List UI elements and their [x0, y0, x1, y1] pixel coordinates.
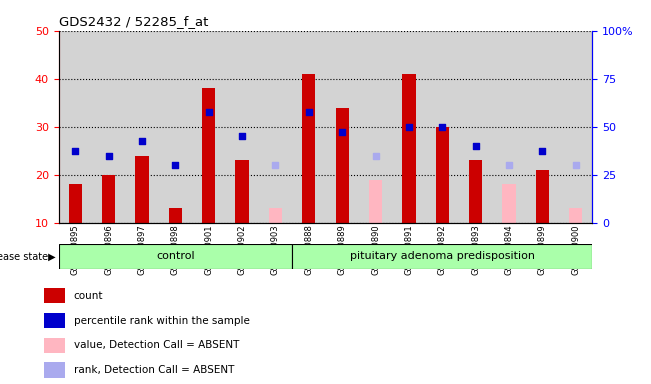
Bar [503, 184, 516, 223]
Point [237, 133, 247, 139]
Bar [569, 208, 583, 223]
Point [137, 138, 147, 144]
Point [270, 162, 281, 168]
Bar [44, 362, 65, 377]
Text: rank, Detection Call = ABSENT: rank, Detection Call = ABSENT [74, 365, 234, 375]
Bar [436, 127, 449, 223]
Bar [236, 161, 249, 223]
Point [570, 162, 581, 168]
Bar [469, 161, 482, 223]
Bar [102, 175, 115, 223]
Bar [44, 313, 65, 328]
Bar [44, 338, 65, 353]
Point [404, 124, 414, 130]
Point [437, 124, 447, 130]
Bar [135, 156, 148, 223]
Point [504, 162, 514, 168]
Bar [402, 74, 415, 223]
Bar [59, 244, 292, 269]
Bar [202, 88, 215, 223]
Point [370, 152, 381, 159]
Point [471, 143, 481, 149]
Text: disease state▶: disease state▶ [0, 251, 55, 262]
Bar [292, 244, 592, 269]
Bar [536, 170, 549, 223]
Point [537, 148, 547, 154]
Point [104, 152, 114, 159]
Text: percentile rank within the sample: percentile rank within the sample [74, 316, 249, 326]
Point [170, 162, 180, 168]
Bar [44, 288, 65, 303]
Text: value, Detection Call = ABSENT: value, Detection Call = ABSENT [74, 340, 239, 350]
Point [303, 109, 314, 115]
Bar [369, 180, 382, 223]
Point [337, 128, 348, 135]
Point [70, 148, 81, 154]
Text: GDS2432 / 52285_f_at: GDS2432 / 52285_f_at [59, 15, 208, 28]
Bar [335, 108, 349, 223]
Bar [68, 184, 82, 223]
Bar [169, 208, 182, 223]
Text: pituitary adenoma predisposition: pituitary adenoma predisposition [350, 251, 534, 262]
Text: count: count [74, 291, 103, 301]
Point [204, 109, 214, 115]
Bar [302, 74, 316, 223]
Text: control: control [156, 251, 195, 262]
Bar [269, 208, 282, 223]
